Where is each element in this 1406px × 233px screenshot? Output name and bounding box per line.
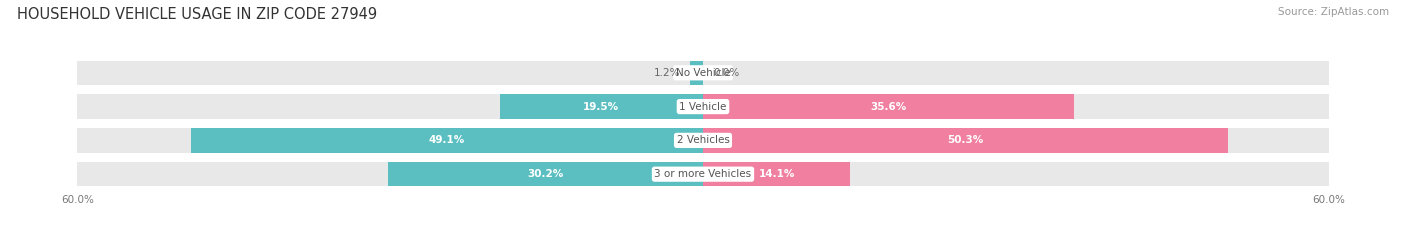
Text: 1.2%: 1.2%: [654, 68, 681, 78]
Text: Source: ZipAtlas.com: Source: ZipAtlas.com: [1278, 7, 1389, 17]
Text: 49.1%: 49.1%: [429, 135, 465, 145]
Bar: [703, 162, 1329, 186]
Bar: [77, 94, 703, 119]
Text: 1 Vehicle: 1 Vehicle: [679, 102, 727, 112]
Bar: [703, 128, 1227, 153]
Bar: [703, 128, 1329, 153]
Bar: [77, 128, 703, 153]
Text: 3 or more Vehicles: 3 or more Vehicles: [654, 169, 752, 179]
Bar: [191, 128, 703, 153]
Bar: [703, 61, 1329, 85]
Text: 30.2%: 30.2%: [527, 169, 564, 179]
Text: HOUSEHOLD VEHICLE USAGE IN ZIP CODE 27949: HOUSEHOLD VEHICLE USAGE IN ZIP CODE 2794…: [17, 7, 377, 22]
Bar: [703, 94, 1074, 119]
Text: 14.1%: 14.1%: [758, 169, 794, 179]
Text: 2 Vehicles: 2 Vehicles: [676, 135, 730, 145]
Text: 19.5%: 19.5%: [583, 102, 620, 112]
Text: 35.6%: 35.6%: [870, 102, 907, 112]
Bar: [690, 61, 703, 85]
Bar: [77, 61, 703, 85]
Bar: [703, 162, 851, 186]
Bar: [77, 162, 703, 186]
Bar: [388, 162, 703, 186]
Text: 0.0%: 0.0%: [713, 68, 740, 78]
Text: No Vehicle: No Vehicle: [675, 68, 731, 78]
Bar: [499, 94, 703, 119]
Text: 50.3%: 50.3%: [948, 135, 983, 145]
Bar: [703, 94, 1329, 119]
